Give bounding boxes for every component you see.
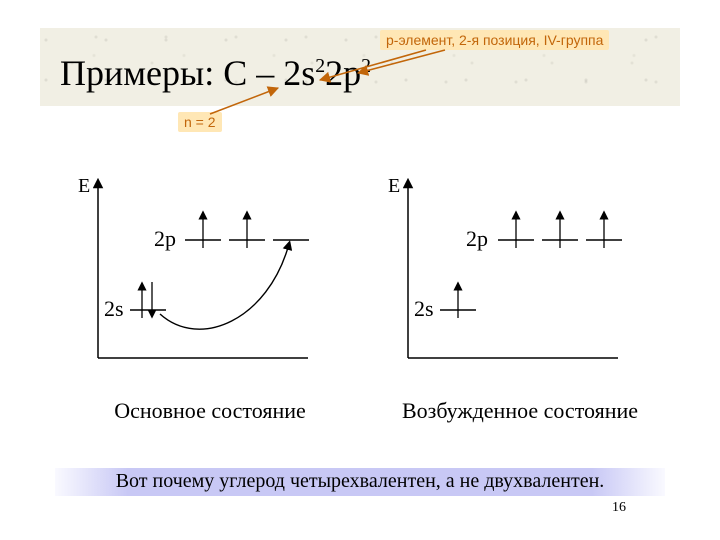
- ground-diagram: [98, 182, 309, 358]
- label-2p-right: 2p: [466, 226, 488, 252]
- axis-label-E-left: E: [78, 175, 90, 198]
- footer-text: Вот почему углерод четырехвалентен, а не…: [55, 470, 665, 493]
- caption-excited: Возбужденное состояние: [385, 398, 655, 424]
- axis-label-E-right: E: [388, 175, 400, 198]
- energy-diagrams: [0, 0, 720, 540]
- footer-band: Вот почему углерод четырехвалентен, а не…: [55, 468, 665, 496]
- label-2s-left: 2s: [104, 296, 124, 322]
- excited-diagram: [408, 182, 622, 358]
- label-2s-right: 2s: [414, 296, 434, 322]
- page-number: 16: [612, 500, 626, 516]
- caption-ground: Основное состояние: [95, 398, 325, 424]
- label-2p-left: 2p: [154, 226, 176, 252]
